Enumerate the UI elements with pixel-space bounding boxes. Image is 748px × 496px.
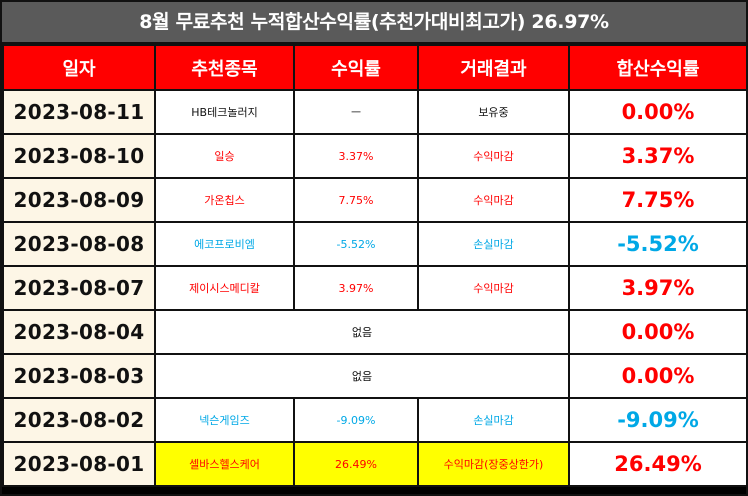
result-cell: 보유중 (417, 89, 570, 135)
returns-table: 일자 추천종목 수익률 거래결과 합산수익률 2023-08-11 HB테크놀러… (2, 44, 748, 487)
no-recommendation-cell: 없음 (154, 309, 570, 355)
header-total: 합산수익률 (568, 44, 748, 91)
total-cell: 26.49% (568, 441, 748, 487)
date-cell: 2023-08-04 (2, 309, 156, 355)
total-cell: 3.97% (568, 265, 748, 311)
return-cell: 3.37% (293, 133, 419, 179)
table-row: 2023-08-02 넥슨게임즈 -9.09% 손실마감 -9.09% (2, 397, 748, 443)
stock-cell: 에코프로비엠 (154, 221, 295, 267)
date-cell: 2023-08-07 (2, 265, 156, 311)
date-cell: 2023-08-11 (2, 89, 156, 135)
table-row: 2023-08-03 없음 0.00% (2, 353, 748, 399)
total-cell: 7.75% (568, 177, 748, 223)
stock-cell: 제이시스메디칼 (154, 265, 295, 311)
header-result: 거래결과 (417, 44, 570, 91)
date-cell: 2023-08-02 (2, 397, 156, 443)
return-cell: -9.09% (293, 397, 419, 443)
total-cell: 0.00% (568, 353, 748, 399)
header-row: 일자 추천종목 수익률 거래결과 합산수익률 (2, 44, 748, 91)
date-cell: 2023-08-09 (2, 177, 156, 223)
header-return: 수익률 (293, 44, 419, 91)
table-row: 2023-08-07 제이시스메디칼 3.97% 수익마감 3.97% (2, 265, 748, 311)
stock-cell: 일승 (154, 133, 295, 179)
stock-cell: 넥슨게임즈 (154, 397, 295, 443)
page-title: 8월 무료추천 누적합산수익률(추천가대비최고가) 26.97% (2, 2, 746, 44)
result-cell: 수익마감 (417, 133, 570, 179)
header-stock: 추천종목 (154, 44, 295, 91)
total-cell: -5.52% (568, 221, 748, 267)
result-cell: 손실마감 (417, 397, 570, 443)
date-cell: 2023-08-10 (2, 133, 156, 179)
result-cell: 수익마감(장중상한가) (417, 441, 570, 487)
table-row: 2023-08-09 가온칩스 7.75% 수익마감 7.75% (2, 177, 748, 223)
date-cell: 2023-08-08 (2, 221, 156, 267)
result-cell: 수익마감 (417, 177, 570, 223)
total-cell: 3.37% (568, 133, 748, 179)
date-cell: 2023-08-01 (2, 441, 156, 487)
return-cell: ㅡ (293, 89, 419, 135)
total-cell: 0.00% (568, 89, 748, 135)
stock-cell: 가온칩스 (154, 177, 295, 223)
table-row: 2023-08-11 HB테크놀러지 ㅡ 보유중 0.00% (2, 89, 748, 135)
result-cell: 수익마감 (417, 265, 570, 311)
table-row: 2023-08-04 없음 0.00% (2, 309, 748, 355)
header-date: 일자 (2, 44, 156, 91)
total-cell: 0.00% (568, 309, 748, 355)
stock-cell: HB테크놀러지 (154, 89, 295, 135)
total-cell: -9.09% (568, 397, 748, 443)
return-cell: -5.52% (293, 221, 419, 267)
return-cell: 3.97% (293, 265, 419, 311)
result-cell: 손실마감 (417, 221, 570, 267)
table-row: 2023-08-10 일승 3.37% 수익마감 3.37% (2, 133, 748, 179)
stock-cell: 셀바스헬스케어 (154, 441, 295, 487)
return-cell: 26.49% (293, 441, 419, 487)
table-row: 2023-08-01 셀바스헬스케어 26.49% 수익마감(장중상한가) 26… (2, 441, 748, 487)
table-row: 2023-08-08 에코프로비엠 -5.52% 손실마감 -5.52% (2, 221, 748, 267)
date-cell: 2023-08-03 (2, 353, 156, 399)
no-recommendation-cell: 없음 (154, 353, 570, 399)
return-cell: 7.75% (293, 177, 419, 223)
